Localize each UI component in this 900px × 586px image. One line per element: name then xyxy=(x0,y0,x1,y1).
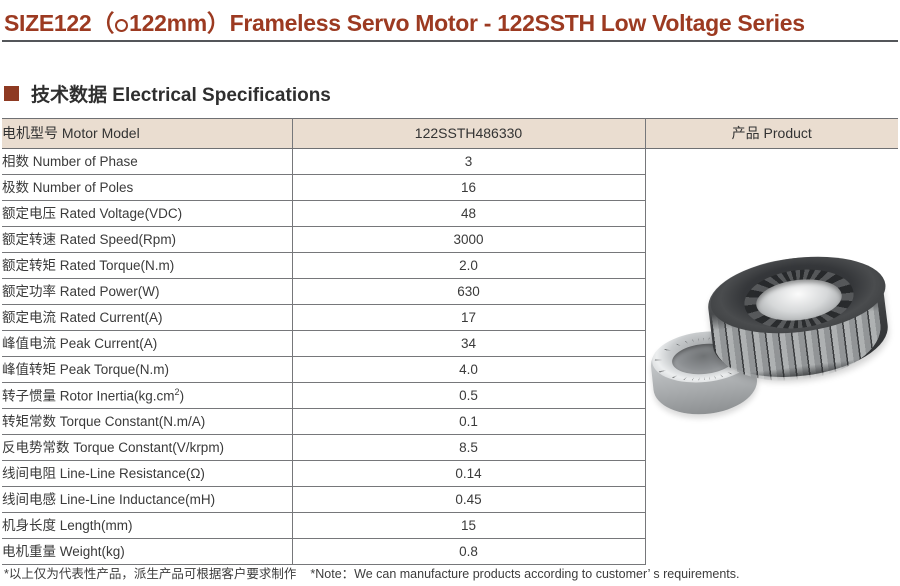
spec-value: 630 xyxy=(292,278,646,305)
spec-label-rotor-inertia: 转子惯量 Rotor Inertia(kg.cm2) xyxy=(2,382,293,409)
spec-label: 转矩常数 Torque Constant(N.m/A) xyxy=(2,408,293,435)
table-row: 额定转速 Rated Speed(Rpm) 3000 xyxy=(2,226,898,253)
spec-label: 线间电阻 Line-Line Resistance(Ω) xyxy=(2,460,293,487)
table-row: 电机重量 Weight(kg) 0.8 xyxy=(2,538,898,565)
page-title-prefix: SIZE122（ xyxy=(4,10,115,36)
spec-value: 0.45 xyxy=(292,486,646,513)
column-header-motor-model: 电机型号 Motor Model xyxy=(2,118,293,149)
table-row: 额定电流 Rated Current(A) 17 xyxy=(2,304,898,331)
table-row: 线间电阻 Line-Line Resistance(Ω) 0.14 xyxy=(2,460,898,487)
spec-value: 15 xyxy=(292,512,646,539)
spec-value: 2.0 xyxy=(292,252,646,279)
table-row: 线间电感 Line-Line Inductance(mH) 0.45 xyxy=(2,486,898,513)
spec-value: 48 xyxy=(292,200,646,227)
spec-label: 峰值电流 Peak Current(A) xyxy=(2,330,293,357)
section-header: 技术数据 Electrical Specifications xyxy=(4,80,331,107)
spec-label-text: 转子惯量 Rotor Inertia(kg.cm xyxy=(2,388,175,404)
square-bullet-icon xyxy=(4,86,19,101)
table-row: 转子惯量 Rotor Inertia(kg.cm2) 0.5 xyxy=(2,382,898,409)
spec-label: 额定电流 Rated Current(A) xyxy=(2,304,293,331)
section-title: 技术数据 Electrical Specifications xyxy=(31,85,331,106)
title-divider xyxy=(2,40,898,42)
spec-value: 3000 xyxy=(292,226,646,253)
table-row: 反电势常数 Torque Constant(V/krpm) 8.5 xyxy=(2,434,898,461)
spec-label: 相数 Number of Phase xyxy=(2,148,293,175)
footnote: *以上仅为代表性产品，派生产品可根据客户要求制作 *Note：We can man… xyxy=(4,563,740,582)
table-row: 额定转矩 Rated Torque(N.m) 2.0 xyxy=(2,252,898,279)
product-image-cell xyxy=(645,148,898,565)
spec-value: 0.14 xyxy=(292,460,646,487)
spec-label: 极数 Number of Poles xyxy=(2,174,293,201)
spec-label: 额定电压 Rated Voltage(VDC) xyxy=(2,200,293,227)
spec-value: 4.0 xyxy=(292,356,646,383)
spec-label: 峰值转矩 Peak Torque(N.m) xyxy=(2,356,293,383)
spec-value: 17 xyxy=(292,304,646,331)
table-header-row: 电机型号 Motor Model 122SSTH486330 产品 Produc… xyxy=(2,118,898,149)
electrical-specifications-table: 电机型号 Motor Model 122SSTH486330 产品 Produc… xyxy=(2,118,898,565)
table-row: 相数 Number of Phase 3 xyxy=(2,148,898,565)
spec-label: 机身长度 Length(mm) xyxy=(2,512,293,539)
table-row: 峰值转矩 Peak Torque(N.m) 4.0 xyxy=(2,356,898,383)
spec-label: 反电势常数 Torque Constant(V/krpm) xyxy=(2,434,293,461)
spec-label: 额定功率 Rated Power(W) xyxy=(2,278,293,305)
page-title-suffix: 122mm）Frameless Servo Motor - 122SSTH Lo… xyxy=(129,10,805,36)
spec-label-tail: ) xyxy=(179,388,185,404)
footnote-cn: *以上仅为代表性产品，派生产品可根据客户要求制作 xyxy=(4,567,297,581)
page-title: SIZE122（ 122mm）Frameless Servo Motor - 12… xyxy=(4,4,805,38)
table-row: 转矩常数 Torque Constant(N.m/A) 0.1 xyxy=(2,408,898,435)
spec-value: 0.1 xyxy=(292,408,646,435)
circle-outline-icon xyxy=(115,19,129,32)
spec-label: 额定转矩 Rated Torque(N.m) xyxy=(2,252,293,279)
spec-value: 8.5 xyxy=(292,434,646,461)
spec-value: 0.8 xyxy=(292,538,646,565)
column-header-product: 产品 Product xyxy=(645,118,898,149)
column-header-model-number: 122SSTH486330 xyxy=(292,118,646,149)
spec-label-superscript: 2 xyxy=(174,386,180,397)
footnote-en: *Note：We can manufacture products accord… xyxy=(310,567,740,581)
spec-value: 34 xyxy=(292,330,646,357)
spec-value: 3 xyxy=(292,148,646,175)
spec-label: 额定转速 Rated Speed(Rpm) xyxy=(2,226,293,253)
spec-label: 电机重量 Weight(kg) xyxy=(2,538,293,565)
table-row: 极数 Number of Poles 16 xyxy=(2,174,898,201)
spec-value: 16 xyxy=(292,174,646,201)
table-row: 额定电压 Rated Voltage(VDC) 48 xyxy=(2,200,898,227)
table-body: 电机型号 Motor Model 122SSTH486330 产品 Produc… xyxy=(2,118,898,565)
spec-value: 0.5 xyxy=(292,382,646,409)
table-row: 额定功率 Rated Power(W) 630 xyxy=(2,278,898,305)
spec-label: 线间电感 Line-Line Inductance(mH) xyxy=(2,486,293,513)
